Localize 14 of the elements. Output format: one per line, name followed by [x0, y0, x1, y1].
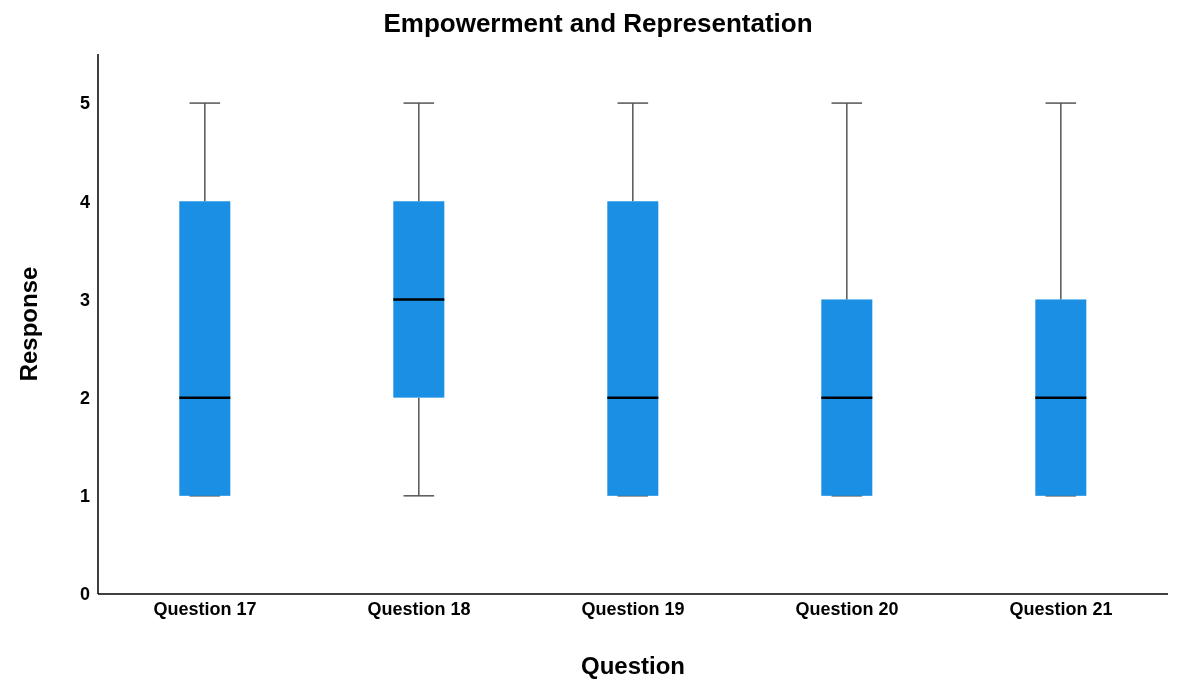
y-tick-label: 1 — [79, 486, 90, 507]
y-tick-label: 5 — [79, 93, 90, 114]
x-tick-label: Question 19 — [581, 598, 685, 619]
x-tick-label: Question 17 — [153, 598, 257, 619]
y-tick-label: 0 — [79, 584, 90, 605]
chart-title: Empowerment and Representation — [382, 8, 814, 40]
y-tick-label: 3 — [79, 289, 90, 310]
x-tick-label: Question 21 — [1009, 598, 1113, 619]
x-tick-label: Question 18 — [367, 598, 471, 619]
y-tick-label: 4 — [79, 191, 90, 212]
x-axis-title: Question — [580, 652, 686, 679]
y-axis-title: Response — [14, 266, 42, 382]
y-tick-label: 2 — [79, 388, 90, 409]
x-tick-label: Question 20 — [795, 598, 899, 619]
